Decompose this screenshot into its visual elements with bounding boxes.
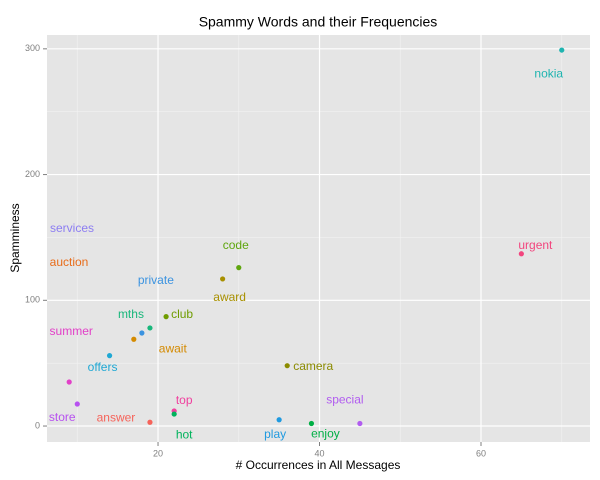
- y-tick-label: 200: [25, 169, 40, 179]
- x-axis-label: # Occurrences in All Messages: [236, 458, 401, 472]
- point-label: answer: [97, 410, 136, 424]
- y-tick-label: 100: [25, 295, 40, 305]
- point-label: nokia: [534, 66, 563, 80]
- point: [66, 379, 72, 385]
- point-label: code: [223, 238, 249, 252]
- point-label: camera: [293, 359, 333, 373]
- point: [518, 251, 524, 257]
- point-label: special: [326, 393, 363, 407]
- point-label: services: [50, 221, 94, 235]
- point-label: top: [176, 393, 193, 407]
- x-tick-label: 60: [476, 448, 486, 458]
- point: [147, 325, 153, 331]
- point: [236, 265, 242, 271]
- point-label: private: [138, 273, 174, 287]
- point-label: summer: [50, 324, 93, 338]
- panel: [47, 35, 590, 442]
- x-tick-label: 20: [153, 448, 163, 458]
- point-label: mths: [118, 307, 144, 321]
- marks: nokia urgent code award camera club mths privat…: [49, 47, 565, 441]
- point-label: hot: [176, 427, 193, 441]
- chart-title: Spammy Words and their Frequencies: [199, 14, 438, 30]
- point: [171, 411, 177, 417]
- point-label: offers: [88, 360, 118, 374]
- point: [74, 401, 80, 407]
- point-label: club: [171, 307, 193, 321]
- point: [276, 417, 282, 423]
- point-label: urgent: [518, 238, 553, 252]
- point: [308, 420, 315, 427]
- y-tick-label: 0: [35, 420, 40, 430]
- point: [131, 336, 137, 342]
- point-label: auction: [50, 255, 89, 269]
- point: [357, 420, 363, 427]
- x-tick-label: 40: [315, 448, 325, 458]
- point: [106, 353, 113, 359]
- y-axis-label: Spamminess: [8, 203, 22, 272]
- point-label: store: [49, 410, 76, 424]
- point-label: play: [264, 427, 286, 441]
- point: [139, 330, 145, 336]
- point: [163, 314, 169, 320]
- point: [147, 419, 153, 425]
- point-label: await: [159, 341, 188, 355]
- point-label: enjoy: [311, 427, 340, 441]
- grid: [47, 35, 590, 442]
- point-label: award: [213, 290, 246, 304]
- y-tick-label: 300: [25, 43, 40, 53]
- point: [559, 47, 565, 53]
- point: [220, 276, 226, 282]
- point: [284, 363, 290, 369]
